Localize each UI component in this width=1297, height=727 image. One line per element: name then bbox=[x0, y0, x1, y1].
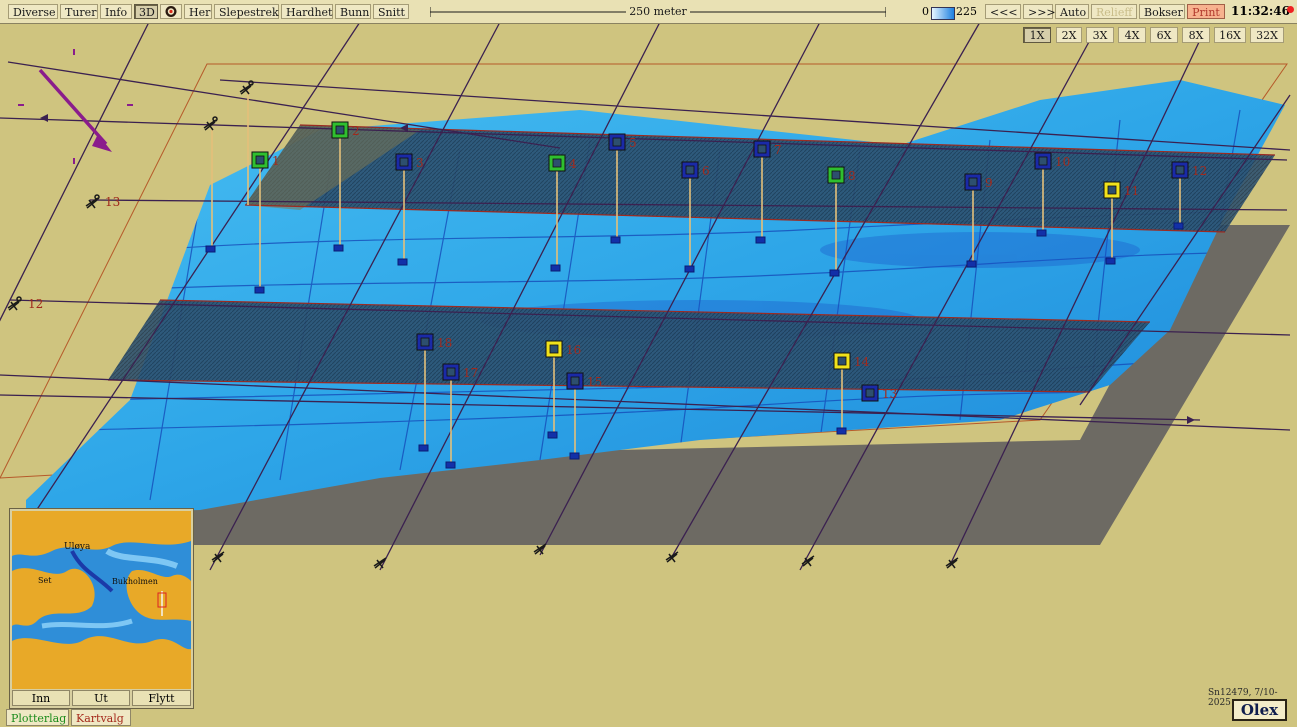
marker-17[interactable]: 17 bbox=[442, 363, 478, 381]
marker-label: 10 bbox=[1055, 155, 1070, 169]
nav-back-button[interactable]: <<< bbox=[985, 4, 1021, 19]
menu-3d[interactable]: 3D bbox=[134, 4, 158, 19]
menu-bunn[interactable]: Bunn bbox=[335, 4, 371, 19]
marker-label: 17 bbox=[463, 366, 478, 380]
depth-max: 225 bbox=[956, 5, 977, 18]
tab-plotterlag[interactable]: Plotterlag bbox=[6, 709, 69, 726]
marker-14[interactable]: 14 bbox=[833, 352, 870, 370]
minimap-place-label: Set bbox=[38, 576, 52, 585]
marker-label: 11 bbox=[1124, 184, 1139, 198]
marker-6[interactable]: 6 bbox=[681, 161, 710, 179]
depth-color-legend bbox=[931, 7, 955, 20]
target-icon-button[interactable] bbox=[160, 4, 182, 19]
marker-label: 5 bbox=[629, 136, 637, 150]
overview-minimap[interactable]: Uløya Set Bukholmen Inn Ut Flytt bbox=[9, 508, 194, 709]
zoom-16x[interactable]: 16X bbox=[1214, 27, 1246, 43]
menu-snitt[interactable]: Snitt bbox=[373, 4, 409, 19]
marker-label: 9 bbox=[985, 176, 993, 190]
relieff-button[interactable]: Relieff bbox=[1091, 4, 1137, 19]
marker-label: 7 bbox=[774, 143, 782, 157]
zoom-1x[interactable]: 1X bbox=[1023, 27, 1051, 43]
auto-button[interactable]: Auto bbox=[1055, 4, 1089, 19]
marker-7[interactable]: 7 bbox=[753, 140, 782, 158]
marker-label: 3 bbox=[416, 156, 424, 170]
zoom-4x[interactable]: 4X bbox=[1118, 27, 1146, 43]
marker-12[interactable]: 12 bbox=[1171, 161, 1207, 179]
survey-strip-lower bbox=[108, 300, 1150, 392]
anchor-label: 12 bbox=[28, 297, 43, 311]
move-button[interactable]: Flytt bbox=[132, 690, 191, 706]
data-area-frame bbox=[0, 63, 1288, 479]
tab-kartvalg[interactable]: Kartvalg bbox=[71, 709, 131, 726]
marker-label: 18 bbox=[437, 336, 452, 350]
scale-ruler: 250 meter bbox=[430, 5, 886, 19]
zoom-32x[interactable]: 32X bbox=[1250, 27, 1284, 43]
scale-label: 250 meter bbox=[626, 5, 690, 18]
zoom-2x[interactable]: 2X bbox=[1056, 27, 1082, 43]
marker-label: 8 bbox=[848, 169, 856, 183]
menu-diverse[interactable]: Diverse bbox=[8, 4, 58, 19]
menu-her[interactable]: Her bbox=[184, 4, 212, 19]
anchor-label: 13 bbox=[105, 195, 120, 209]
marker-13[interactable]: 13 bbox=[861, 384, 897, 402]
marker-11[interactable]: 11 bbox=[1103, 181, 1139, 199]
anchor-icons bbox=[7, 80, 959, 569]
marker-3[interactable]: 3 bbox=[395, 153, 424, 171]
marker-1[interactable]: 1 bbox=[251, 151, 280, 169]
target-icon bbox=[165, 6, 177, 17]
nav-forward-button[interactable]: >>> bbox=[1023, 4, 1056, 19]
marker-10[interactable]: 10 bbox=[1034, 152, 1070, 170]
marker-5[interactable]: 5 bbox=[608, 133, 637, 151]
minimap-place-label: Bukholmen bbox=[112, 577, 158, 586]
depth-min: 0 bbox=[922, 5, 929, 18]
status-indicator-icon bbox=[1287, 6, 1294, 13]
menu-info[interactable]: Info bbox=[100, 4, 132, 19]
top-toolbar: Diverse Turer Info 3D Her Slepestrek Har… bbox=[0, 0, 1297, 24]
zoom-8x[interactable]: 8X bbox=[1182, 27, 1210, 43]
zoom-in-button[interactable]: Inn bbox=[12, 690, 70, 706]
tow-track-lines bbox=[0, 19, 1291, 571]
zoom-3x[interactable]: 3X bbox=[1086, 27, 1114, 43]
marker-label: 6 bbox=[702, 164, 710, 178]
print-button[interactable]: Print bbox=[1187, 4, 1225, 19]
marker-label: 12 bbox=[1192, 164, 1207, 178]
marker-label: 2 bbox=[352, 124, 360, 138]
marker-2[interactable]: 2 bbox=[331, 121, 360, 139]
marker-4[interactable]: 4 bbox=[548, 154, 577, 172]
marker-16[interactable]: 16 bbox=[545, 340, 581, 358]
compass-ticks bbox=[18, 49, 133, 164]
zoom-out-button[interactable]: Ut bbox=[72, 690, 130, 706]
menu-turer[interactable]: Turer bbox=[60, 4, 98, 19]
heading-arrow bbox=[38, 68, 112, 152]
menu-hardhet[interactable]: Hardhet bbox=[281, 4, 333, 19]
marker-label: 15 bbox=[587, 375, 602, 389]
marker-label: 13 bbox=[882, 387, 897, 401]
marker-label: 1 bbox=[272, 154, 280, 168]
marker-18[interactable]: 18 bbox=[416, 333, 452, 351]
marker-label: 16 bbox=[566, 343, 581, 357]
marker-9[interactable]: 9 bbox=[964, 173, 993, 191]
serial-number: Sn12479, 7/10-2025 bbox=[1208, 688, 1278, 708]
clock: 11:32:46 bbox=[1231, 4, 1290, 18]
olex-logo: Olex bbox=[1232, 699, 1287, 721]
marker-label: 4 bbox=[569, 157, 577, 171]
minimap-place-label: Uløya bbox=[64, 542, 91, 552]
menu-slepestrek[interactable]: Slepestrek bbox=[214, 4, 279, 19]
marker-label: 14 bbox=[854, 355, 870, 369]
marker-15[interactable]: 15 bbox=[566, 372, 602, 390]
minimap-chart[interactable]: Uløya Set Bukholmen bbox=[12, 511, 191, 689]
bokser-button[interactable]: Bokser bbox=[1139, 4, 1185, 19]
zoom-6x[interactable]: 6X bbox=[1150, 27, 1178, 43]
marker-8[interactable]: 8 bbox=[827, 166, 856, 184]
